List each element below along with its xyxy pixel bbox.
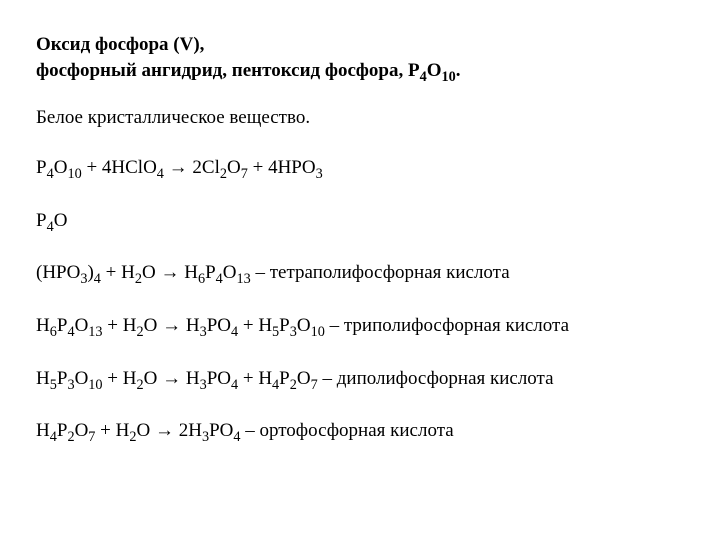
- title-suffix: .: [456, 60, 461, 81]
- title-sub2: 10: [441, 68, 455, 84]
- title-line1: Оксид фосфора (V),: [36, 34, 204, 55]
- equation-3: (HPO3)4 + H2O → H6P4O13 – тетраполифосфо…: [36, 260, 684, 287]
- title-line2-prefix: фосфорный ангидрид, пентоксид фосфора, P: [36, 60, 420, 81]
- equation-6: H4P2O7 + H2O → 2H3PO4 – ортофосфорная ки…: [36, 418, 684, 445]
- equation-1: P4O10 + 4HClO4 → 2Cl2O7 + 4HPO3: [36, 155, 684, 182]
- description: Белое кристаллическое вещество.: [36, 107, 684, 129]
- equation-4: H6P4O13 + H2O → H3PO4 + H5P3O10 – трипол…: [36, 313, 684, 340]
- title-sub1: 4: [420, 68, 427, 84]
- title: Оксид фосфора (V), фосфорный ангидрид, п…: [36, 32, 684, 83]
- equation-5: H5P3O10 + H2O → H3PO4 + H4P2O7 – диполиф…: [36, 366, 684, 393]
- title-mid: O: [427, 60, 442, 81]
- equation-2: P4O: [36, 208, 684, 235]
